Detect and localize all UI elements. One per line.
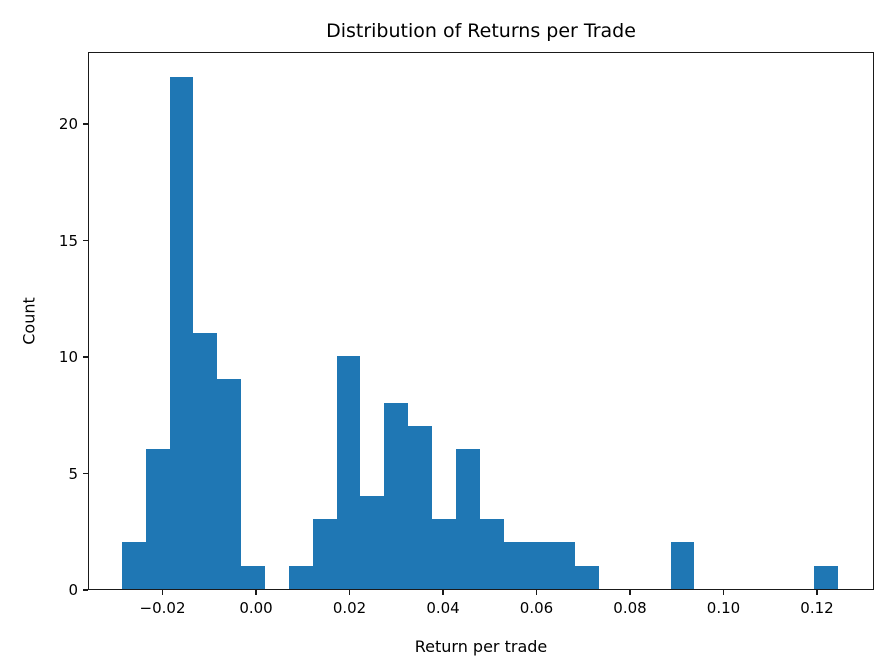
- x-tick-mark: [629, 590, 631, 595]
- y-tick-label: 10: [58, 348, 78, 367]
- histogram-bar: [407, 426, 432, 589]
- histogram-bar: [145, 449, 170, 589]
- chart-title: Distribution of Returns per Trade: [326, 20, 636, 42]
- histogram-bar: [383, 403, 408, 589]
- plot-area: [88, 52, 874, 590]
- histogram-bar: [455, 449, 480, 589]
- y-tick-label: 20: [58, 115, 78, 134]
- histogram-bar: [550, 542, 575, 589]
- x-tick-label: 0.12: [800, 599, 834, 617]
- histogram-bar: [670, 542, 694, 589]
- histogram-bar: [813, 566, 838, 589]
- x-tick-mark: [161, 590, 164, 595]
- y-tick-label: 5: [68, 464, 78, 483]
- x-tick-label: 0.08: [613, 599, 647, 617]
- x-tick-mark: [255, 590, 257, 595]
- x-tick-mark: [442, 590, 444, 595]
- x-tick-mark: [816, 590, 818, 595]
- histogram-bar: [336, 356, 360, 589]
- x-tick-label: 0.10: [706, 599, 741, 617]
- y-axis-label: Count: [19, 297, 39, 345]
- y-tick-mark: [83, 239, 88, 242]
- histogram-bar: [431, 519, 456, 589]
- x-tick-mark: [722, 590, 725, 595]
- histogram-bar: [526, 542, 551, 589]
- histogram-bar: [121, 542, 146, 589]
- y-tick-mark: [83, 472, 88, 475]
- x-axis-label: Return per trade: [414, 637, 548, 656]
- histogram-bar: [288, 566, 313, 589]
- x-tick-label: 0.00: [239, 599, 273, 617]
- histogram-bar: [192, 333, 217, 589]
- x-tick-mark: [348, 590, 351, 595]
- histogram-bar: [312, 519, 337, 589]
- y-tick-mark: [83, 123, 88, 125]
- histogram-bar: [574, 566, 599, 589]
- histogram-bar: [169, 77, 193, 589]
- x-tick-label: 0.06: [519, 599, 554, 617]
- histogram-bar: [503, 542, 527, 589]
- x-tick-mark: [535, 590, 538, 595]
- x-tick-label: −0.02: [139, 599, 186, 617]
- x-tick-label: 0.02: [332, 599, 367, 617]
- histogram-bar: [479, 519, 504, 589]
- y-tick-label: 15: [58, 231, 78, 250]
- y-tick-mark: [83, 589, 88, 591]
- histogram-bar: [359, 496, 384, 589]
- histogram-bar: [216, 379, 241, 589]
- x-tick-label: 0.04: [426, 599, 460, 617]
- histogram-bar: [240, 566, 265, 589]
- y-tick-mark: [83, 356, 88, 358]
- y-tick-label: 0: [68, 581, 78, 599]
